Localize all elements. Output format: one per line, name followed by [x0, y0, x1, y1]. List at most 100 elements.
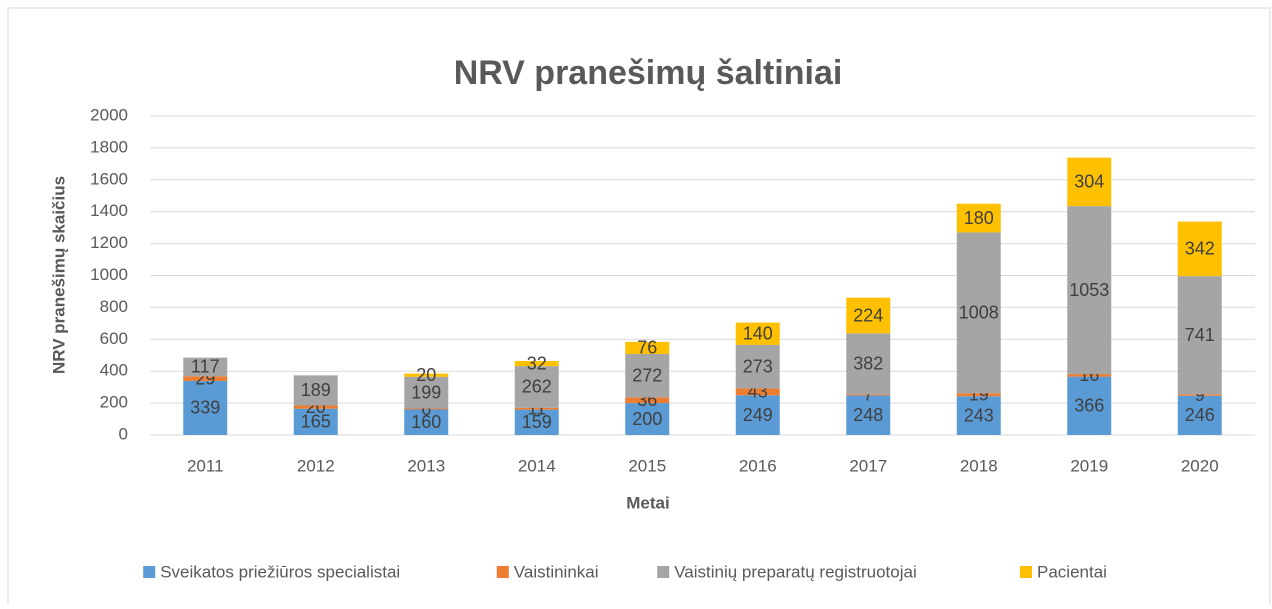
bar-segment	[1177, 395, 1222, 435]
data-label: 180	[964, 208, 994, 228]
bar-segment	[956, 203, 1001, 233]
y-tick-label: 2000	[90, 105, 128, 124]
y-tick-label: 1200	[90, 233, 128, 252]
y-tick-label: 1400	[90, 201, 128, 220]
data-label: 159	[522, 412, 552, 432]
data-label: 199	[411, 382, 441, 402]
y-tick-label: 600	[100, 329, 128, 348]
chart-title: NRV pranešimų šaltiniai	[454, 54, 843, 92]
x-tick-label: 2020	[1181, 456, 1219, 475]
y-tick-label: 200	[100, 393, 128, 412]
bar-segment	[625, 353, 670, 398]
bar-segment	[183, 357, 228, 377]
bar-segment	[846, 395, 891, 435]
x-tick-label: 2011	[187, 456, 224, 475]
y-axis-label: NRV pranešimų skaičius	[49, 176, 68, 374]
bar-segment	[846, 394, 891, 396]
bar-segment	[1177, 276, 1222, 395]
data-label: 248	[853, 405, 883, 425]
y-tick-label: 1800	[90, 137, 128, 156]
bar-segment	[735, 388, 780, 396]
y-tick-label: 0	[119, 424, 128, 443]
legend-label: Vaistinių preparatų registruotojai	[674, 562, 917, 581]
data-label: 741	[1185, 325, 1215, 345]
data-label: 1053	[1069, 280, 1109, 300]
x-tick-label: 2015	[628, 456, 666, 475]
bar-segment	[514, 407, 559, 410]
y-tick-label: 1600	[90, 169, 128, 188]
bar-segment	[1177, 394, 1222, 396]
bar-segment	[956, 232, 1001, 394]
bar-segment	[404, 376, 449, 409]
bar-segment	[293, 375, 338, 406]
data-label: 366	[1074, 396, 1104, 416]
bar-segment	[735, 322, 780, 345]
y-tick-label: 800	[100, 297, 128, 316]
x-tick-label: 2016	[739, 456, 777, 475]
data-label: 246	[1185, 405, 1215, 425]
bar-segment	[1067, 206, 1112, 375]
data-label: 1008	[959, 303, 999, 323]
data-label: 189	[301, 380, 331, 400]
bar-segment	[514, 409, 559, 435]
bar-segment	[514, 366, 559, 408]
x-tick-label: 2012	[297, 456, 335, 475]
data-label: 160	[411, 412, 441, 432]
bar-segment	[514, 360, 559, 367]
bar-segment	[183, 376, 228, 381]
x-axis-label: Metai	[626, 493, 669, 512]
data-label: 272	[632, 365, 662, 385]
data-label: 342	[1185, 239, 1215, 259]
x-tick-label: 2014	[518, 456, 556, 475]
data-label: 7	[863, 385, 873, 405]
y-tick-label: 400	[100, 361, 128, 380]
data-label: 304	[1074, 172, 1104, 192]
bar-segment	[1177, 221, 1222, 277]
data-label: 262	[522, 377, 552, 397]
bar-segment	[404, 373, 449, 377]
data-label: 140	[743, 323, 773, 343]
bar-segment	[956, 396, 1001, 435]
bar-segment	[846, 333, 891, 395]
chart-frame	[7, 7, 1271, 609]
data-label: 165	[301, 412, 331, 432]
data-label: 200	[632, 409, 662, 429]
data-label: 273	[743, 356, 773, 376]
data-label: 76	[637, 338, 657, 358]
bar-segment	[625, 397, 670, 404]
bar-segment	[625, 341, 670, 354]
legend-swatch	[1020, 566, 1032, 578]
data-label: 382	[853, 354, 883, 374]
data-label: 32	[527, 353, 547, 373]
bar-segment	[293, 405, 338, 409]
x-tick-label: 2019	[1070, 456, 1108, 475]
data-label: 9	[1195, 385, 1205, 405]
data-label: 339	[190, 398, 220, 418]
bar-segment	[1067, 376, 1112, 435]
bar-segment	[956, 393, 1001, 397]
x-tick-label: 2013	[407, 456, 445, 475]
bar-segment	[404, 409, 449, 435]
bar-segment	[846, 297, 891, 334]
bar-segment	[1067, 157, 1112, 207]
x-tick-label: 2018	[960, 456, 998, 475]
legend-swatch	[657, 566, 670, 578]
legend-label: Vaistininkai	[514, 562, 599, 581]
data-label: 224	[853, 305, 883, 325]
legend-swatch	[496, 566, 509, 578]
bar-segment	[625, 403, 670, 435]
bar-segment	[735, 395, 780, 435]
bar-segment	[404, 408, 449, 410]
data-label: 243	[964, 405, 994, 425]
x-tick-label: 2017	[849, 456, 887, 475]
data-label: 20	[416, 365, 436, 385]
data-label: 6	[421, 399, 431, 419]
bar-segment	[293, 408, 338, 435]
legend-label: Sveikatos priežiūros specialistai	[160, 562, 400, 581]
data-label: 117	[191, 357, 220, 377]
legend-label: Pacientai	[1037, 562, 1107, 581]
data-label: 249	[743, 405, 773, 425]
bar-segment	[1067, 374, 1112, 377]
bar-segment	[183, 380, 228, 435]
